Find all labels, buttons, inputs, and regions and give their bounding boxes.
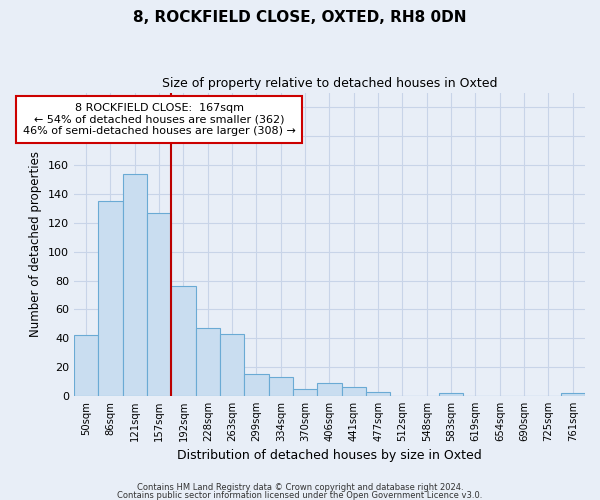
Bar — [171, 286, 196, 396]
Bar — [244, 374, 269, 396]
Text: Contains public sector information licensed under the Open Government Licence v3: Contains public sector information licen… — [118, 490, 482, 500]
Title: Size of property relative to detached houses in Oxted: Size of property relative to detached ho… — [162, 78, 497, 90]
Bar — [98, 201, 122, 396]
Bar — [366, 392, 391, 396]
Bar — [269, 377, 293, 396]
Bar — [122, 174, 147, 396]
Bar — [293, 388, 317, 396]
Bar — [317, 383, 341, 396]
Bar — [560, 393, 585, 396]
Text: 8 ROCKFIELD CLOSE:  167sqm
← 54% of detached houses are smaller (362)
46% of sem: 8 ROCKFIELD CLOSE: 167sqm ← 54% of detac… — [23, 103, 296, 136]
Text: Contains HM Land Registry data © Crown copyright and database right 2024.: Contains HM Land Registry data © Crown c… — [137, 484, 463, 492]
Bar — [341, 388, 366, 396]
Bar — [439, 393, 463, 396]
Bar — [220, 334, 244, 396]
Bar — [196, 328, 220, 396]
Y-axis label: Number of detached properties: Number of detached properties — [29, 152, 43, 338]
Text: 8, ROCKFIELD CLOSE, OXTED, RH8 0DN: 8, ROCKFIELD CLOSE, OXTED, RH8 0DN — [133, 10, 467, 25]
Bar — [74, 336, 98, 396]
Bar — [147, 213, 171, 396]
X-axis label: Distribution of detached houses by size in Oxted: Distribution of detached houses by size … — [177, 450, 482, 462]
